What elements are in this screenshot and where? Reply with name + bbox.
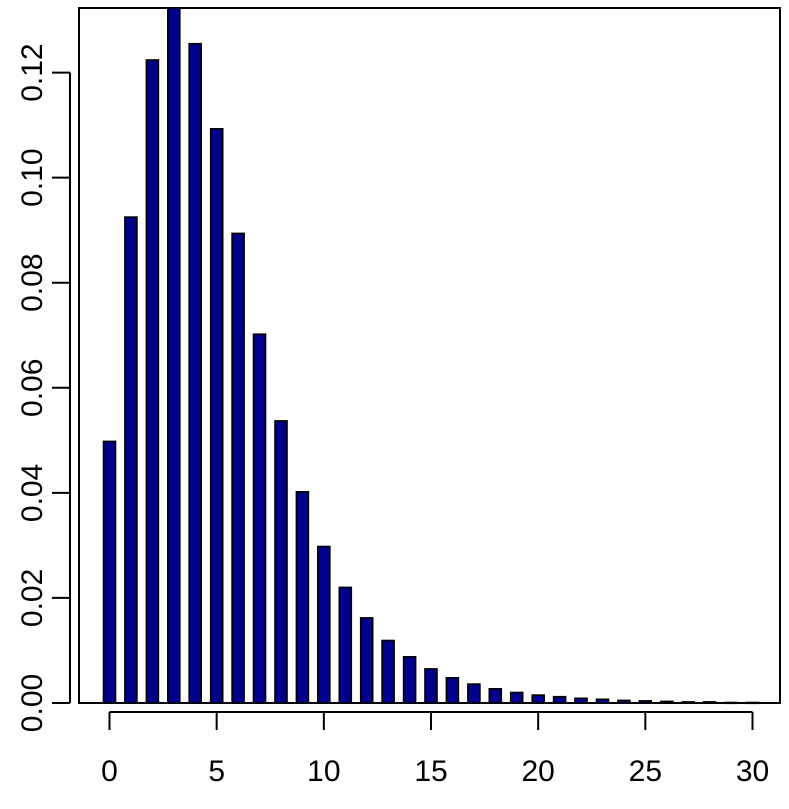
bar-x-18	[488, 687, 503, 704]
y-tick-label: 0.10	[16, 149, 49, 207]
bar-x-25	[638, 700, 653, 704]
x-tick-label: 0	[101, 755, 118, 788]
bar-x-14	[402, 655, 417, 704]
bar-x-13	[381, 639, 395, 704]
bar-x-3	[167, 7, 181, 704]
bar-x-11	[338, 586, 353, 704]
bar-x-15	[424, 668, 438, 704]
x-tick-label: 20	[521, 755, 554, 788]
bar-x-9	[295, 490, 310, 704]
bar-x-1	[124, 216, 138, 704]
x-tick-label: 30	[736, 755, 769, 788]
plot-area-frame	[78, 7, 781, 704]
bar-x-17	[467, 683, 481, 704]
bar-x-12	[359, 617, 374, 704]
bar-x-20	[531, 694, 546, 704]
bars-group	[102, 7, 760, 705]
x-tick-label: 15	[414, 755, 447, 788]
bar-x-27	[681, 701, 696, 704]
y-tick-label: 0.04	[16, 464, 49, 522]
bar-x-7	[252, 333, 267, 704]
bar-x-19	[509, 691, 524, 704]
bar-x-30	[745, 701, 760, 705]
x-axis: 0 5 10 15 20 25 30	[101, 711, 769, 788]
bar-x-4	[188, 42, 202, 704]
bar-x-5	[209, 128, 224, 704]
y-tick-label: 0.02	[16, 569, 49, 627]
y-tick-label: 0.12	[16, 43, 49, 101]
y-tick-label: 0.06	[16, 359, 49, 417]
x-tick-label: 10	[307, 755, 340, 788]
y-tick-label: 0.00	[16, 674, 49, 732]
y-axis: 0.00 0.02 0.04 0.06 0.08 0.10 0.12	[16, 43, 71, 732]
bar-x-24	[617, 699, 631, 704]
x-tick-label: 5	[208, 755, 225, 788]
bar-x-8	[274, 420, 288, 704]
x-tick-label: 25	[629, 755, 662, 788]
bar-x-26	[659, 700, 674, 704]
bar-x-6	[231, 232, 245, 704]
bar-x-22	[574, 697, 588, 704]
bar-x-0	[102, 440, 117, 704]
bar-x-28	[702, 701, 717, 704]
bar-x-23	[595, 698, 610, 704]
bar-x-29	[724, 701, 738, 705]
bar-x-21	[552, 695, 567, 704]
bar-x-10	[316, 545, 331, 704]
bar-x-16	[445, 676, 460, 704]
y-tick-label: 0.08	[16, 254, 49, 312]
bar-x-2	[145, 59, 160, 704]
